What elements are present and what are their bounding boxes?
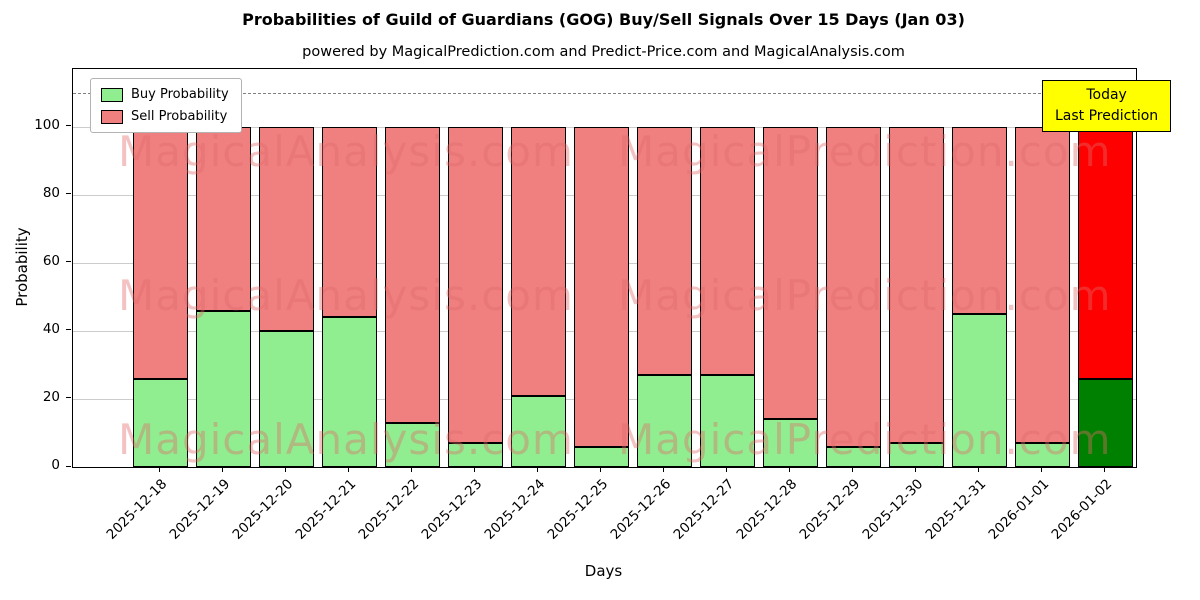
legend-item-buy: Buy Probability [101,87,229,102]
legend-label-buy: Buy Probability [131,87,229,102]
x-axis-label: Days [584,562,623,580]
x-tick-mark [788,467,790,472]
x-tick-mark [221,467,223,472]
x-tick-mark [914,467,916,472]
y-tick-label: 40 [42,320,60,337]
y-tick-mark [66,193,71,195]
bar-sell-segment [510,126,566,396]
bar-buy-segment [258,330,314,467]
bar-sell-segment [447,126,503,444]
bar-sell-segment [321,126,377,318]
watermark-text: MagicalAnalysis.com [118,127,574,176]
x-tick-mark [284,467,286,472]
dashed-threshold-line [73,92,1136,94]
watermark-text: MagicalPrediction.com [618,415,1112,464]
x-tick-mark [536,467,538,472]
bar-buy-segment [573,446,629,467]
bar-sell-segment [132,126,188,379]
x-tick-mark [662,467,664,472]
x-tick-mark [851,467,853,472]
bar-buy-segment [132,378,188,467]
y-tick-label: 0 [51,457,60,473]
bar-buy-segment [1077,378,1133,467]
x-tick-mark [1040,467,1042,472]
bar-buy-segment [321,317,377,467]
x-tick-mark [725,467,727,472]
sell-probability-swatch [101,109,123,124]
x-tick-mark [473,467,475,472]
y-tick-mark [66,397,71,399]
bar-buy-segment [195,310,251,467]
x-tick-mark [599,467,601,472]
chart-title: Probabilities of Guild of Guardians (GOG… [242,10,965,29]
bar-buy-segment [951,313,1007,467]
bar-buy-segment [699,375,755,467]
x-tick-mark [410,467,412,472]
bar-buy-segment [384,422,440,467]
bar-sell-segment [699,126,755,376]
y-tick-mark [66,329,71,331]
y-tick-label: 80 [42,184,60,201]
legend-label-sell: Sell Probability [131,109,228,124]
buy-probability-swatch [101,87,123,102]
bar-sell-segment [825,126,881,447]
bar-sell-segment [888,126,944,444]
bar-sell-segment [258,126,314,331]
bar-buy-segment [510,395,566,467]
today-annotation-line2: Last Prediction [1055,108,1159,124]
chart-subtitle: powered by MagicalPrediction.com and Pre… [302,44,905,60]
y-tick-label: 100 [34,116,60,133]
bar-buy-segment [888,443,944,467]
watermark-text: MagicalAnalysis.com [118,271,574,320]
y-tick-mark [66,125,71,127]
bar-buy-segment [825,446,881,467]
legend-item-sell: Sell Probability [101,109,229,124]
bar-sell-segment [1014,126,1070,444]
bar-sell-segment [636,126,692,376]
today-annotation: Today Last Prediction [1042,80,1172,132]
watermark-text: MagicalAnalysis.com [118,415,574,464]
y-tick-label: 60 [42,252,60,269]
plot-area: MagicalAnalysis.com MagicalPrediction.com… [72,68,1137,468]
bar-buy-segment [1014,443,1070,467]
bar-sell-segment [951,126,1007,314]
y-tick-mark [66,465,71,467]
x-tick-mark [347,467,349,472]
y-tick-label: 20 [42,388,60,405]
watermark-text: MagicalPrediction.com [618,127,1112,176]
x-tick-mark [158,467,160,472]
bar-sell-segment [762,126,818,420]
bar-sell-segment [573,126,629,447]
bar-sell-segment [384,126,440,423]
x-tick-mark [977,467,979,472]
x-tick-mark [1103,467,1105,472]
bar-sell-segment [1077,126,1133,379]
today-annotation-line1: Today [1086,87,1127,103]
watermark-text: MagicalPrediction.com [618,271,1112,320]
bar-buy-segment [447,443,503,467]
y-tick-mark [66,261,71,263]
legend: Buy Probability Sell Probability [90,78,242,133]
bar-buy-segment [762,419,818,467]
bar-buy-segment [636,375,692,467]
